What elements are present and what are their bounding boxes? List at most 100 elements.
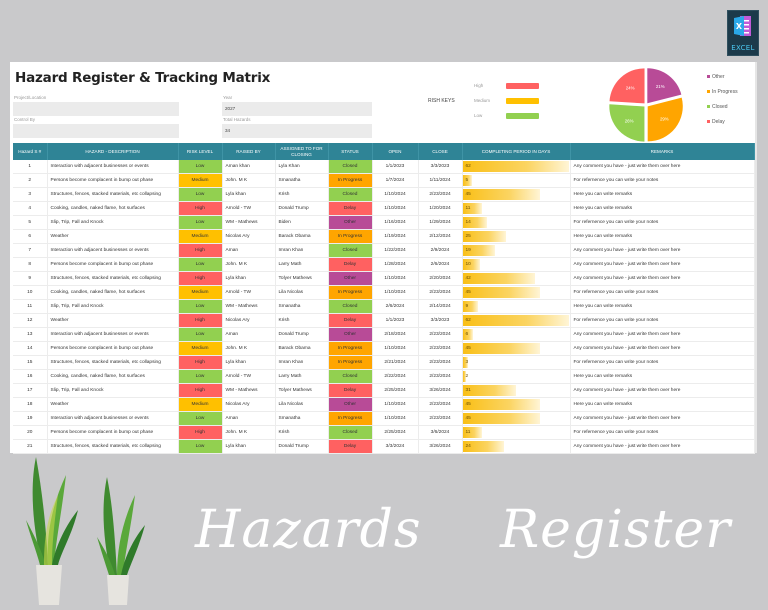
hazard-number-cell[interactable]: 8 [13,257,48,272]
hazard-description-cell[interactable]: Cooking, candles, naked flame, hot surfa… [47,369,179,384]
table-row[interactable]: 9 Structures, fences, stacked materials, … [13,271,755,286]
completing-period-cell[interactable]: 5 [462,173,571,188]
raised-by-cell[interactable]: WM - Mathews [222,383,276,398]
close-date-cell[interactable]: 2/23/2024 [418,355,463,370]
table-row[interactable]: 16 Cooking, candles, naked flame, hot sur… [13,369,755,384]
raised-by-cell[interactable]: WM - Mathews [222,299,276,314]
risk-level-cell[interactable]: High [178,271,223,286]
hazard-description-cell[interactable]: Interaction with adjacent businesses or … [47,327,179,342]
hazard-number-cell[interactable]: 6 [13,229,48,244]
completing-period-cell[interactable]: 45 [462,397,571,412]
raised-by-cell[interactable]: John. M K [222,257,276,272]
remarks-cell[interactable]: Here you can write remarks [570,229,755,244]
completing-period-cell[interactable]: 42 [462,271,571,286]
hazard-number-cell[interactable]: 18 [13,397,48,412]
raised-by-cell[interactable]: Nicolas Ary [222,229,276,244]
status-cell[interactable]: Delay [328,439,373,454]
completing-period-cell[interactable]: 3 [462,355,571,370]
close-date-cell[interactable]: 2/9/2024 [418,243,463,258]
risk-level-cell[interactable]: High [178,425,223,440]
hazard-number-cell[interactable]: 4 [13,201,48,216]
close-date-cell[interactable]: 2/23/2024 [418,187,463,202]
close-date-cell[interactable]: 2/14/2024 [418,299,463,314]
open-date-cell[interactable]: 1/10/2024 [372,341,419,356]
status-cell[interactable]: In Progress [328,355,373,370]
assigned-to-cell[interactable]: Biden [275,215,329,230]
status-cell[interactable]: In Progress [328,229,373,244]
hazard-number-cell[interactable]: 15 [13,355,48,370]
assigned-to-cell[interactable]: Donald Trump [275,439,329,454]
risk-level-cell[interactable]: Medium [178,341,223,356]
close-date-cell[interactable]: 2/23/2024 [418,369,463,384]
hazard-description-cell[interactable]: Interaction with adjacent businesses or … [47,243,179,258]
hazard-description-cell[interactable]: Weather [47,397,179,412]
table-row[interactable]: 4 Cooking, candles, naked flame, hot surf… [13,201,755,216]
completing-period-cell[interactable]: 25 [462,229,571,244]
completing-period-cell[interactable]: 11 [462,425,571,440]
close-date-cell[interactable]: 2/12/2024 [418,229,463,244]
assigned-to-cell[interactable]: Imran Khan [275,355,329,370]
remarks-cell[interactable]: Any comment you have - just write them o… [570,411,755,426]
hazard-description-cell[interactable]: Structures, fences, stacked materials, e… [47,271,179,286]
close-date-cell[interactable]: 2/23/2024 [418,411,463,426]
risk-level-cell[interactable]: Low [178,215,223,230]
raised-by-cell[interactable]: Aman [222,411,276,426]
close-date-cell[interactable]: 2/23/2024 [418,341,463,356]
completing-period-cell[interactable]: 14 [462,215,571,230]
table-row[interactable]: 14 Persons become complacent in bump out … [13,341,755,356]
remarks-cell[interactable]: For refernence you can write your notes [570,173,755,188]
hazard-description-cell[interactable]: Persons become complacent in bump out ph… [47,425,179,440]
open-date-cell[interactable]: 1/10/2024 [372,397,419,412]
hazard-number-cell[interactable]: 12 [13,313,48,328]
table-row[interactable]: 8 Persons become complacent in bump out p… [13,257,755,272]
remarks-cell[interactable]: Here you can write remarks [570,299,755,314]
dropdown-arrow-icon[interactable]: ▾ [372,345,373,353]
raised-by-cell[interactable]: Arnold - TW [222,201,276,216]
table-row[interactable]: 17 Slip, Trip, Fall and Knock High WM - Mat… [13,383,755,398]
total-hazards-field[interactable]: 34 [222,124,372,138]
open-date-cell[interactable]: 1/16/2024 [372,215,419,230]
assigned-to-cell[interactable]: Tolyer Mathews [275,383,329,398]
close-date-cell[interactable]: 1/29/2024 [418,215,463,230]
status-cell[interactable]: In Progress ▾ [328,341,373,356]
status-cell[interactable]: Closed [328,369,373,384]
raised-by-cell[interactable]: Nicolas Ary [222,313,276,328]
remarks-cell[interactable]: Any comment you have - just write them o… [570,257,755,272]
risk-level-cell[interactable]: Medium [178,229,223,244]
assigned-to-cell[interactable]: Barack Obama [275,341,329,356]
table-row[interactable]: 2 Persons become complacent in bump out p… [13,173,755,188]
remarks-cell[interactable]: Here you can write remarks [570,369,755,384]
assigned-to-cell[interactable]: Smanatha [275,299,329,314]
close-date-cell[interactable]: 2/6/2024 [418,257,463,272]
open-date-cell[interactable]: 1/10/2024 [372,201,419,216]
open-date-cell[interactable]: 1/22/2024 [372,243,419,258]
open-date-cell[interactable]: 2/21/2024 [372,355,419,370]
risk-level-cell[interactable]: High [178,355,223,370]
close-date-cell[interactable]: 2/23/2024 [418,285,463,300]
open-date-cell[interactable]: 1/10/2024 [372,285,419,300]
table-row[interactable]: 21 Structures, fences, stacked materials,… [13,439,755,454]
remarks-cell[interactable]: For refernence you can write your notes [570,285,755,300]
hazard-number-cell[interactable]: 14 [13,341,48,356]
status-cell[interactable]: Other [328,327,373,342]
assigned-to-cell[interactable]: Tolyer Mathews [275,271,329,286]
assigned-to-cell[interactable]: Lila Nicolas [275,397,329,412]
table-row[interactable]: 3 Structures, fences, stacked materials, … [13,187,755,202]
assigned-to-cell[interactable]: Donald Trump [275,327,329,342]
completing-period-cell[interactable]: 62 [462,160,571,174]
hazard-description-cell[interactable]: Structures, fences, stacked materials, e… [47,355,179,370]
table-row[interactable]: 6 Weather Medium Nicolas Ary Barack Obama In … [13,229,755,244]
status-cell[interactable]: Closed [328,299,373,314]
hazard-description-cell[interactable]: Weather [47,229,179,244]
hazard-number-cell[interactable]: 5 [13,215,48,230]
remarks-cell[interactable]: Any comment you have - just write them o… [570,383,755,398]
raised-by-cell[interactable]: Aman khan [222,160,276,174]
hazard-number-cell[interactable]: 13 [13,327,48,342]
close-date-cell[interactable]: 3/26/2024 [418,439,463,454]
remarks-cell[interactable]: For refernence you can write your notes [570,355,755,370]
completing-period-cell[interactable]: 62 [462,313,571,328]
assigned-to-cell[interactable]: Donald Trump [275,201,329,216]
hazard-description-cell[interactable]: Persons become complacent in bump out ph… [47,257,179,272]
assigned-to-cell[interactable]: Krish [275,425,329,440]
status-cell[interactable]: In Progress [328,411,373,426]
